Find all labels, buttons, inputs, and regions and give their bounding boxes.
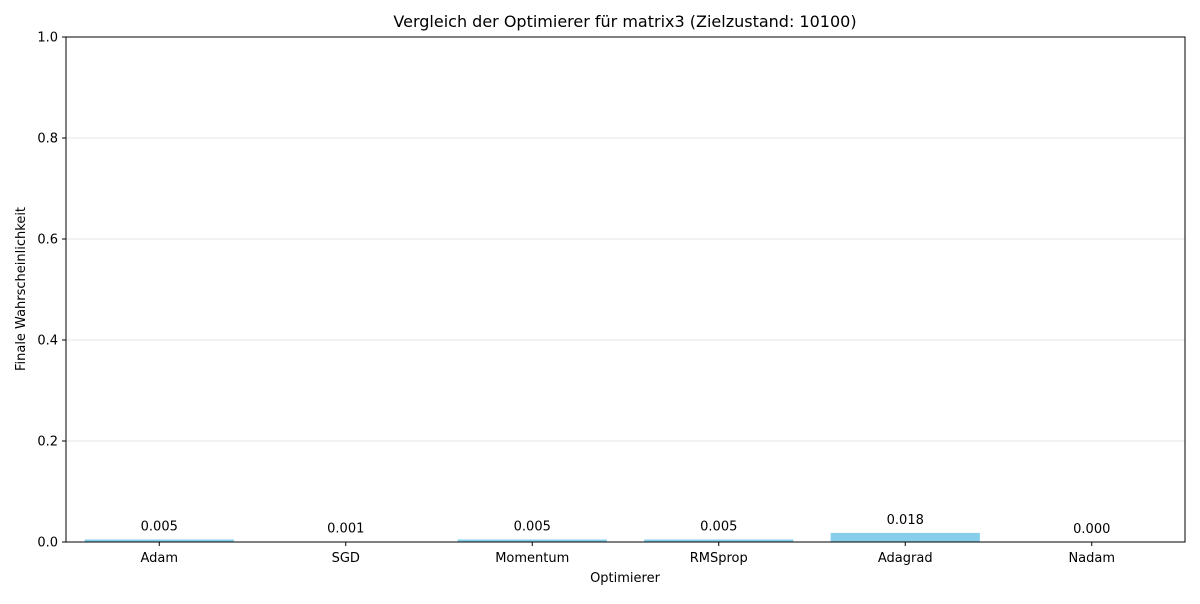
x-tick-label-nadam: Nadam: [1068, 551, 1115, 566]
x-tick-label-sgd: SGD: [332, 551, 360, 566]
x-axis-label: Optimierer: [590, 571, 661, 586]
data-label-nadam: 0.000: [1073, 522, 1110, 537]
x-axis-ticks: Adam SGD Momentum RMSprop Adagrad Nadam: [140, 542, 1115, 566]
chart-title: Vergleich der Optimierer für matrix3 (Zi…: [393, 12, 856, 31]
data-label-momentum: 0.005: [514, 519, 551, 534]
grid-lines: [66, 137, 1185, 442]
y-tick-label: 1.0: [37, 31, 58, 46]
bar-momentum: [457, 539, 607, 542]
data-label-sgd: 0.001: [327, 521, 364, 536]
y-tick-label: 0.0: [37, 536, 58, 551]
y-axis-ticks: 0.0 0.2 0.4 0.6 0.8 1.0: [37, 31, 66, 551]
bar-rmsprop: [644, 539, 794, 542]
y-tick-label: 0.2: [37, 435, 58, 450]
x-tick-label-adagrad: Adagrad: [878, 551, 933, 566]
y-tick-label: 0.6: [37, 233, 58, 248]
data-label-rmsprop: 0.005: [700, 519, 737, 534]
x-tick-label-momentum: Momentum: [495, 551, 569, 566]
bar-adagrad: [830, 532, 980, 542]
data-labels: 0.005 0.001 0.005 0.005 0.018 0.000: [141, 513, 1111, 537]
x-tick-label-rmsprop: RMSprop: [690, 551, 748, 566]
y-tick-label: 0.8: [37, 132, 58, 147]
plot-frame: [65, 36, 1186, 543]
x-tick-label-adam: Adam: [140, 551, 178, 566]
y-axis-label: Finale Wahrscheinlichkeit: [14, 207, 29, 371]
data-label-adam: 0.005: [141, 519, 178, 534]
y-tick-label: 0.4: [37, 334, 58, 349]
data-label-adagrad: 0.018: [887, 513, 924, 528]
bar-adam: [84, 539, 234, 542]
